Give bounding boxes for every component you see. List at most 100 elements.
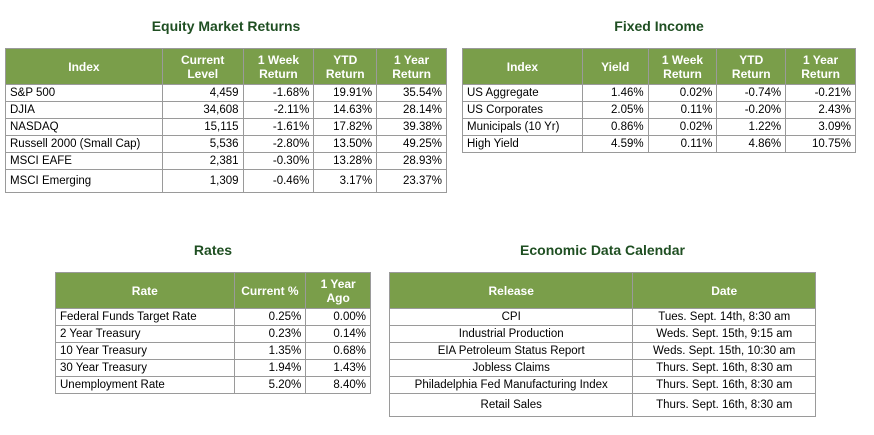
table-cell: High Yield	[462, 135, 583, 153]
table-cell: -0.20%	[716, 101, 787, 119]
table-cell: DJIA	[5, 101, 163, 119]
table-cell: 0.11%	[647, 101, 718, 119]
fixed-income-section: Fixed Income Index Yield 1 Week Return Y…	[462, 18, 856, 153]
calendar-section: Economic Data Calendar Release Date CPI …	[388, 242, 816, 417]
table-row: NASDAQ 15,115 -1.61% 17.82% 39.38%	[5, 118, 447, 136]
rates-col-header: Rate	[55, 272, 235, 309]
table-row: EIA Petroleum Status Report Weds. Sept. …	[388, 342, 816, 360]
table-cell: CPI	[388, 308, 634, 326]
table-cell: 34,608	[161, 101, 244, 119]
fixed-income-col-header: 1 Week Return	[647, 48, 718, 85]
table-cell: 0.23%	[233, 325, 307, 343]
table-cell: US Aggregate	[462, 84, 583, 102]
table-cell: Industrial Production	[388, 325, 634, 343]
table-row: CPI Tues. Sept. 14th, 8:30 am	[388, 308, 816, 326]
table-cell: 17.82%	[313, 118, 378, 136]
table-row: Industrial Production Weds. Sept. 15th, …	[388, 325, 816, 343]
table-cell: Philadelphia Fed Manufacturing Index	[388, 376, 634, 394]
table-row: Russell 2000 (Small Cap) 5,536 -2.80% 13…	[5, 135, 447, 153]
table-row: Unemployment Rate 5.20% 8.40%	[55, 376, 371, 394]
table-cell: US Corporates	[462, 101, 583, 119]
table-cell: 15,115	[161, 118, 244, 136]
table-cell: 4.59%	[581, 135, 649, 153]
table-cell: 2.05%	[581, 101, 649, 119]
equity-title: Equity Market Returns	[151, 18, 301, 34]
table-cell: 0.11%	[647, 135, 718, 153]
table-cell: -1.61%	[242, 118, 315, 136]
table-cell: -0.30%	[242, 152, 315, 170]
fixed-income-col-header: Yield	[581, 48, 649, 85]
fixed-income-title: Fixed Income	[614, 18, 704, 34]
table-cell: 10.75%	[785, 135, 856, 153]
table-cell: Tues. Sept. 14th, 8:30 am	[632, 308, 816, 326]
table-cell: 3.17%	[313, 169, 378, 193]
table-cell: 28.93%	[376, 152, 447, 170]
calendar-header-row: Release Date	[388, 272, 816, 309]
table-cell: Russell 2000 (Small Cap)	[5, 135, 163, 153]
table-cell: 2.43%	[785, 101, 856, 119]
table-cell: 1.35%	[233, 342, 307, 360]
equity-col-header: 1 Week Return	[242, 48, 315, 85]
table-row: S&P 500 4,459 -1.68% 19.91% 35.54%	[5, 84, 447, 102]
table-cell: 14.63%	[313, 101, 378, 119]
table-cell: 13.50%	[313, 135, 378, 153]
table-row: DJIA 34,608 -2.11% 14.63% 28.14%	[5, 101, 447, 119]
table-cell: Weds. Sept. 15th, 9:15 am	[632, 325, 816, 343]
equity-col-header: 1 Year Return	[376, 48, 447, 85]
fixed-income-header-row: Index Yield 1 Week Return YTD Return 1 Y…	[462, 48, 856, 85]
table-row: 2 Year Treasury 0.23% 0.14%	[55, 325, 371, 343]
table-cell: 28.14%	[376, 101, 447, 119]
table-cell: 4.86%	[716, 135, 787, 153]
table-cell: 39.38%	[376, 118, 447, 136]
table-cell: 0.02%	[647, 118, 718, 136]
table-row: 10 Year Treasury 1.35% 0.68%	[55, 342, 371, 360]
table-cell: Thurs. Sept. 16th, 8:30 am	[632, 359, 816, 377]
rates-header-row: Rate Current % 1 Year Ago	[55, 272, 371, 309]
table-cell: 0.14%	[305, 325, 371, 343]
table-cell: 49.25%	[376, 135, 447, 153]
table-cell: Retail Sales	[388, 393, 634, 417]
fixed-income-col-header: YTD Return	[716, 48, 787, 85]
table-row: MSCI EAFE 2,381 -0.30% 13.28% 28.93%	[5, 152, 447, 170]
table-cell: 10 Year Treasury	[55, 342, 235, 360]
table-cell: -2.11%	[242, 101, 315, 119]
rates-title: Rates	[193, 242, 233, 258]
table-cell: 2 Year Treasury	[55, 325, 235, 343]
table-row: Jobless Claims Thurs. Sept. 16th, 8:30 a…	[388, 359, 816, 377]
table-cell: 2,381	[161, 152, 244, 170]
fixed-income-col-header: Index	[462, 48, 583, 85]
table-cell: 1.43%	[305, 359, 371, 377]
table-cell: 0.86%	[581, 118, 649, 136]
table-cell: Weds. Sept. 15th, 10:30 am	[632, 342, 816, 360]
calendar-table: Release Date CPI Tues. Sept. 14th, 8:30 …	[388, 272, 816, 417]
table-cell: 0.02%	[647, 84, 718, 102]
table-cell: 5.20%	[233, 376, 307, 394]
table-cell: -0.46%	[242, 169, 315, 193]
fixed-income-table: Index Yield 1 Week Return YTD Return 1 Y…	[462, 48, 856, 153]
rates-section: Rates Rate Current % 1 Year Ago Federal …	[55, 242, 371, 394]
table-cell: 3.09%	[785, 118, 856, 136]
table-row: Federal Funds Target Rate 0.25% 0.00%	[55, 308, 371, 326]
table-cell: 1,309	[161, 169, 244, 193]
table-row: US Corporates 2.05% 0.11% -0.20% 2.43%	[462, 101, 856, 119]
table-cell: -2.80%	[242, 135, 315, 153]
equity-table: Index Current Level 1 Week Return YTD Re…	[5, 48, 447, 193]
table-cell: MSCI EAFE	[5, 152, 163, 170]
table-cell: MSCI Emerging	[5, 169, 163, 193]
table-cell: 5,536	[161, 135, 244, 153]
table-cell: -0.74%	[716, 84, 787, 102]
table-cell: 19.91%	[313, 84, 378, 102]
table-cell: NASDAQ	[5, 118, 163, 136]
table-cell: 0.00%	[305, 308, 371, 326]
table-cell: Thurs. Sept. 16th, 8:30 am	[632, 376, 816, 394]
table-cell: EIA Petroleum Status Report	[388, 342, 634, 360]
rates-col-header: Current %	[233, 272, 307, 309]
table-cell: 23.37%	[376, 169, 447, 193]
table-row: High Yield 4.59% 0.11% 4.86% 10.75%	[462, 135, 856, 153]
table-cell: -0.21%	[785, 84, 856, 102]
equity-header-row: Index Current Level 1 Week Return YTD Re…	[5, 48, 447, 85]
table-cell: Federal Funds Target Rate	[55, 308, 235, 326]
table-cell: Municipals (10 Yr)	[462, 118, 583, 136]
table-cell: Jobless Claims	[388, 359, 634, 377]
equity-section: Equity Market Returns Index Current Leve…	[5, 18, 447, 193]
